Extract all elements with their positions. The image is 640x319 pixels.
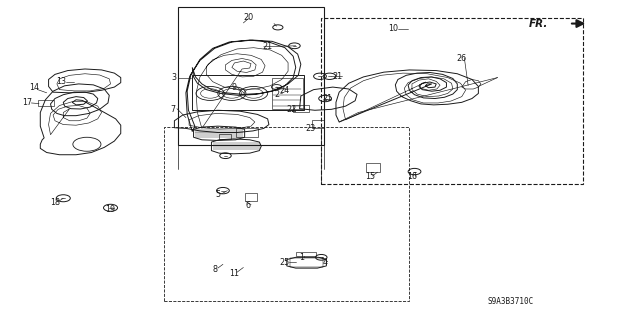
Bar bbox=[321, 18, 583, 184]
Text: 6: 6 bbox=[246, 201, 251, 210]
Text: FR.: FR. bbox=[529, 19, 548, 29]
Text: 19: 19 bbox=[106, 205, 116, 214]
Text: 21: 21 bbox=[323, 94, 333, 103]
Bar bbox=[244, 193, 257, 201]
Bar bbox=[38, 100, 54, 106]
Bar bbox=[293, 105, 309, 112]
Bar bbox=[290, 258, 323, 267]
Bar bbox=[296, 252, 316, 256]
Text: 4: 4 bbox=[323, 258, 328, 267]
Text: 25: 25 bbox=[280, 258, 290, 267]
Bar bbox=[164, 127, 410, 301]
Text: 5: 5 bbox=[215, 190, 220, 199]
Text: 8: 8 bbox=[212, 264, 217, 274]
Text: 10: 10 bbox=[388, 24, 399, 33]
Text: 13: 13 bbox=[56, 77, 67, 86]
Text: 17: 17 bbox=[22, 99, 33, 108]
Text: 9: 9 bbox=[231, 83, 236, 92]
Text: S9A3B3710C: S9A3B3710C bbox=[487, 297, 533, 306]
Text: 23: 23 bbox=[305, 124, 316, 133]
Bar bbox=[219, 134, 230, 139]
Text: 11: 11 bbox=[228, 269, 239, 278]
Text: 2: 2 bbox=[274, 90, 279, 99]
Text: 20: 20 bbox=[243, 13, 253, 22]
Bar bbox=[272, 78, 303, 109]
Text: 18: 18 bbox=[50, 198, 60, 207]
Text: 15: 15 bbox=[365, 173, 375, 182]
Text: 7: 7 bbox=[170, 105, 176, 114]
Text: 22: 22 bbox=[286, 105, 296, 114]
Bar bbox=[366, 163, 380, 172]
Bar bbox=[178, 7, 324, 145]
Text: 21: 21 bbox=[333, 72, 343, 81]
Text: 26: 26 bbox=[457, 54, 467, 63]
Text: 14: 14 bbox=[29, 83, 39, 92]
Bar bbox=[312, 120, 324, 128]
Text: 16: 16 bbox=[408, 173, 417, 182]
Text: 24: 24 bbox=[280, 86, 290, 95]
Text: 1: 1 bbox=[300, 253, 305, 262]
Bar bbox=[192, 75, 304, 110]
Text: 21: 21 bbox=[262, 42, 273, 51]
Text: 3: 3 bbox=[172, 73, 177, 82]
Bar bbox=[236, 128, 258, 137]
